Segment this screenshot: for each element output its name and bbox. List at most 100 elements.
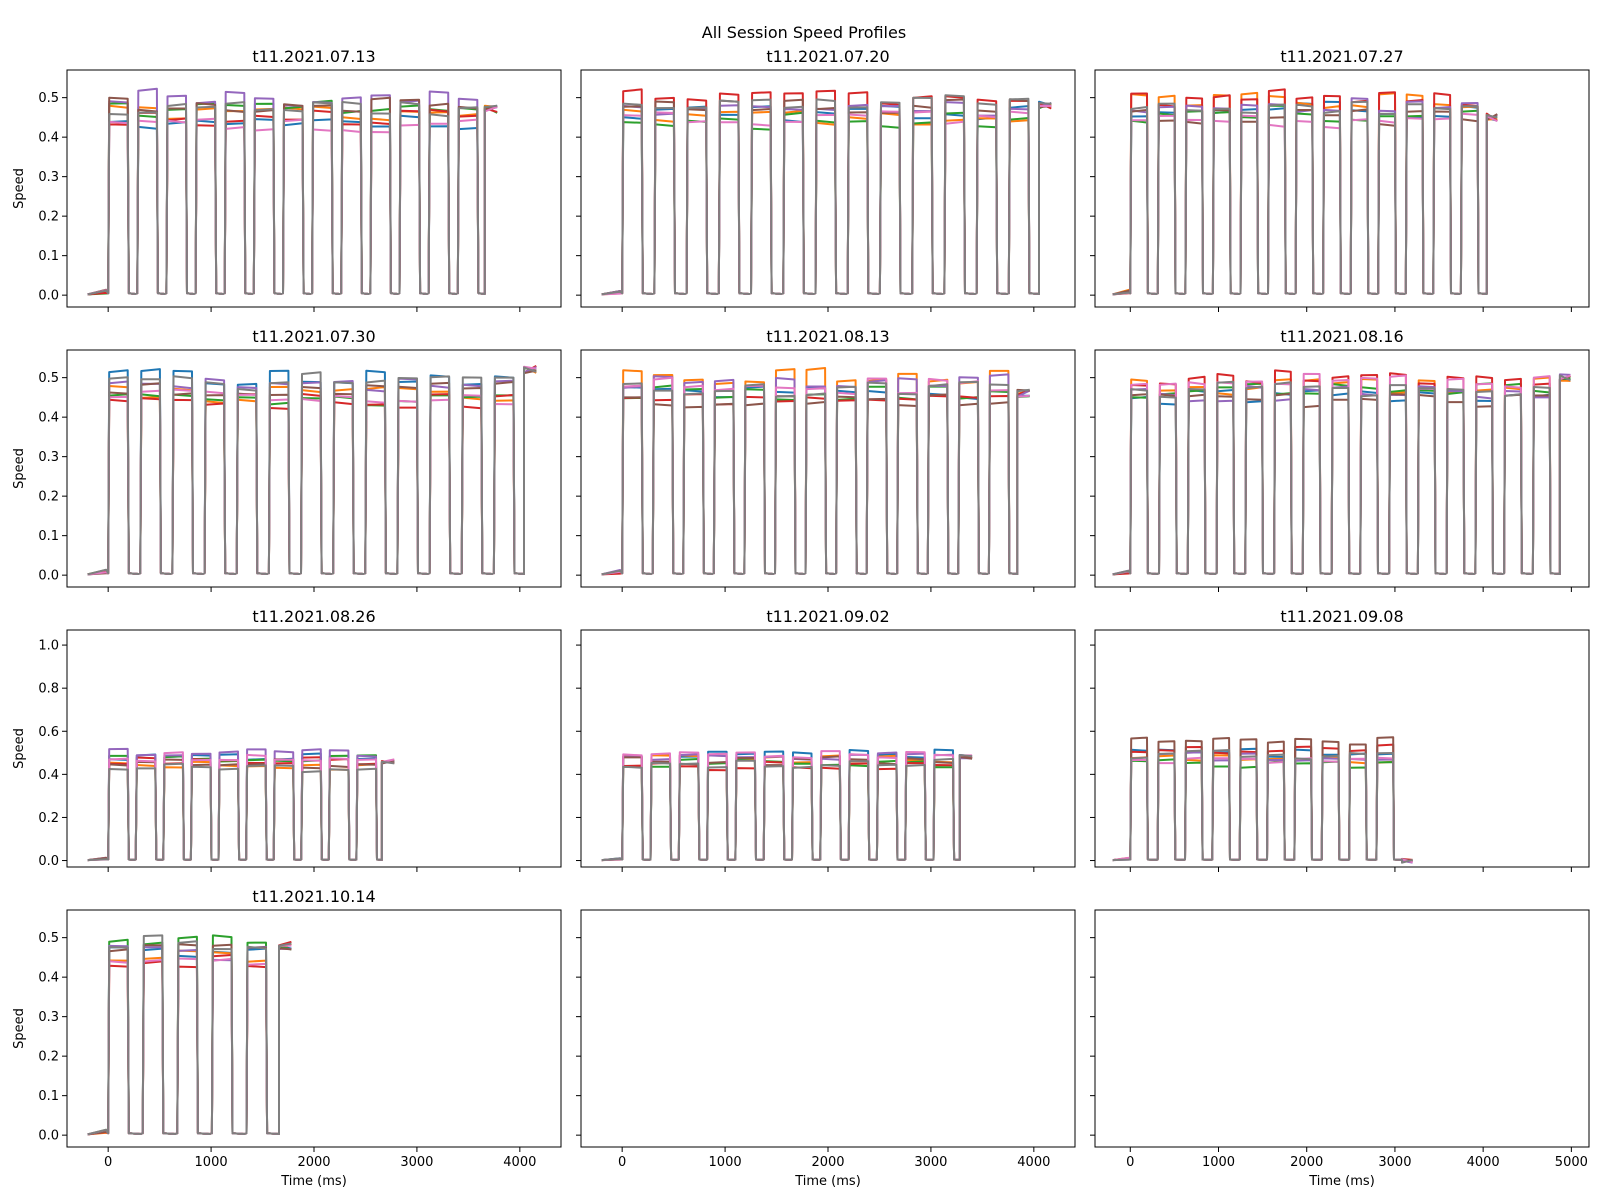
series-line-8 <box>601 94 1052 296</box>
series-line-8 <box>87 934 292 1136</box>
subplot-title: t11.2021.09.08 <box>1280 607 1403 626</box>
x-tick-label: 1000 <box>195 1155 228 1170</box>
series-group <box>601 748 973 862</box>
series-group <box>601 88 1052 296</box>
x-tick-label: 2000 <box>811 1155 844 1170</box>
subplot-title: t11.2021.07.13 <box>252 47 375 66</box>
x-tick-label: 4000 <box>1017 1155 1050 1170</box>
series-line-8 <box>1112 749 1413 864</box>
subplot-7: t11.2021.08.26 0.0 0.2 0.4 0.6 0.8 1.0 Speed <box>12 607 562 872</box>
y-tick-label: 0.5 <box>38 91 59 106</box>
y-tick-label: 0.5 <box>38 371 59 386</box>
series-line-8 <box>87 366 537 576</box>
series-line-4 <box>601 389 1031 576</box>
x-tick-label: 0 <box>1126 1155 1134 1170</box>
subplot-title: t11.2021.07.27 <box>1280 47 1403 66</box>
series-line-1 <box>87 944 292 1136</box>
series-line-1 <box>601 100 1052 296</box>
series-group <box>1112 88 1498 296</box>
series-line-8 <box>87 760 395 862</box>
plot-frame <box>66 909 562 1148</box>
series-line-6 <box>87 369 537 576</box>
y-tick-label: 0.2 <box>38 210 59 225</box>
subplot-title: t11.2021.07.30 <box>252 327 375 346</box>
series-line-8 <box>87 101 498 296</box>
subplot-title: t11.2021.08.26 <box>252 607 375 626</box>
series-line-7 <box>601 376 1030 576</box>
series-line-6 <box>601 755 973 862</box>
x-tick-label: 4000 <box>503 1155 536 1170</box>
y-axis-label: Speed <box>12 168 27 209</box>
x-tick-label: 0 <box>104 1155 112 1170</box>
y-tick-label: 0.8 <box>38 682 59 697</box>
x-tick-label: 2000 <box>297 1155 330 1170</box>
series-line-2 <box>601 754 973 862</box>
x-tick-label: 1000 <box>1202 1155 1235 1170</box>
subplot-1: t11.2021.07.13 0.0 0.1 0.2 0.3 0.4 0.5 Speed <box>12 47 562 312</box>
series-line-2 <box>87 942 292 1136</box>
series-line-1 <box>87 104 498 296</box>
series-line-5 <box>601 101 1052 296</box>
y-axis-label: Speed <box>12 448 27 489</box>
plot-frame <box>1094 629 1590 868</box>
y-tick-label: 0.4 <box>38 411 59 426</box>
subplot-8: t11.2021.09.02 <box>576 607 1076 872</box>
series-line-5 <box>601 751 973 862</box>
plot-frame <box>1094 909 1590 1148</box>
x-tick-label: 3000 <box>1378 1155 1411 1170</box>
x-tick-label: 1000 <box>709 1155 742 1170</box>
y-tick-label: 0.0 <box>38 854 59 869</box>
y-tick-label: 0.3 <box>38 450 59 465</box>
x-tick-label: 0 <box>618 1155 626 1170</box>
x-tick-label: 3000 <box>400 1155 433 1170</box>
series-line-1 <box>1112 378 1571 576</box>
series-group <box>87 934 292 1136</box>
series-line-6 <box>1112 375 1571 576</box>
subplot-3: t11.2021.07.27 <box>1090 47 1590 312</box>
subplot-9: t11.2021.09.08 <box>1090 607 1590 872</box>
series-line-2 <box>1112 376 1571 576</box>
series-line-7 <box>1112 372 1571 576</box>
x-tick-label: 2000 <box>1290 1155 1323 1170</box>
y-tick-label: 0.3 <box>38 170 59 185</box>
series-line-4 <box>601 755 973 862</box>
series-line-3 <box>601 384 1030 576</box>
y-tick-label: 0.0 <box>38 289 59 304</box>
y-tick-label: 0.4 <box>38 768 59 783</box>
series-line-3 <box>1112 104 1498 296</box>
series-line-3 <box>87 99 498 296</box>
subplot-6: t11.2021.08.16 <box>1090 327 1590 592</box>
series-group <box>1112 369 1571 576</box>
series-line-1 <box>1112 100 1498 296</box>
series-line-7 <box>87 944 292 1136</box>
y-tick-label: 1.0 <box>38 639 59 654</box>
series-line-8 <box>1112 100 1498 296</box>
y-tick-label: 0.1 <box>38 529 59 544</box>
subplot-4: t11.2021.07.30 0.0 0.1 0.2 0.3 0.4 0.5 Speed <box>12 327 562 592</box>
x-axis-label: Time (ms) <box>280 1174 347 1189</box>
y-tick-label: 0.4 <box>38 131 59 146</box>
x-tick-label: 4000 <box>1467 1155 1500 1170</box>
series-line-2 <box>1112 91 1498 296</box>
y-tick-label: 0.6 <box>38 725 59 740</box>
series-line-4 <box>87 940 292 1136</box>
series-line-8 <box>1112 374 1571 576</box>
series-line-8 <box>601 380 1030 576</box>
series-line-6 <box>601 388 1030 576</box>
x-tick-label: 5000 <box>1555 1155 1588 1170</box>
series-line-6 <box>601 98 1052 296</box>
series-line-3 <box>601 101 1052 296</box>
figure-suptitle: All Session Speed Profiles <box>702 23 906 42</box>
y-axis-label: Speed <box>12 1008 27 1049</box>
subplot-title: t11.2021.09.02 <box>766 607 889 626</box>
series-line-3 <box>601 754 973 862</box>
plot-frame <box>66 629 562 868</box>
subplot-5: t11.2021.08.13 <box>576 327 1076 592</box>
series-group <box>87 87 498 296</box>
plot-frame <box>580 909 1076 1148</box>
plot-frame <box>1094 69 1590 308</box>
series-line-2 <box>87 104 498 296</box>
series-group <box>601 367 1031 576</box>
y-tick-label: 0.1 <box>38 1089 59 1104</box>
